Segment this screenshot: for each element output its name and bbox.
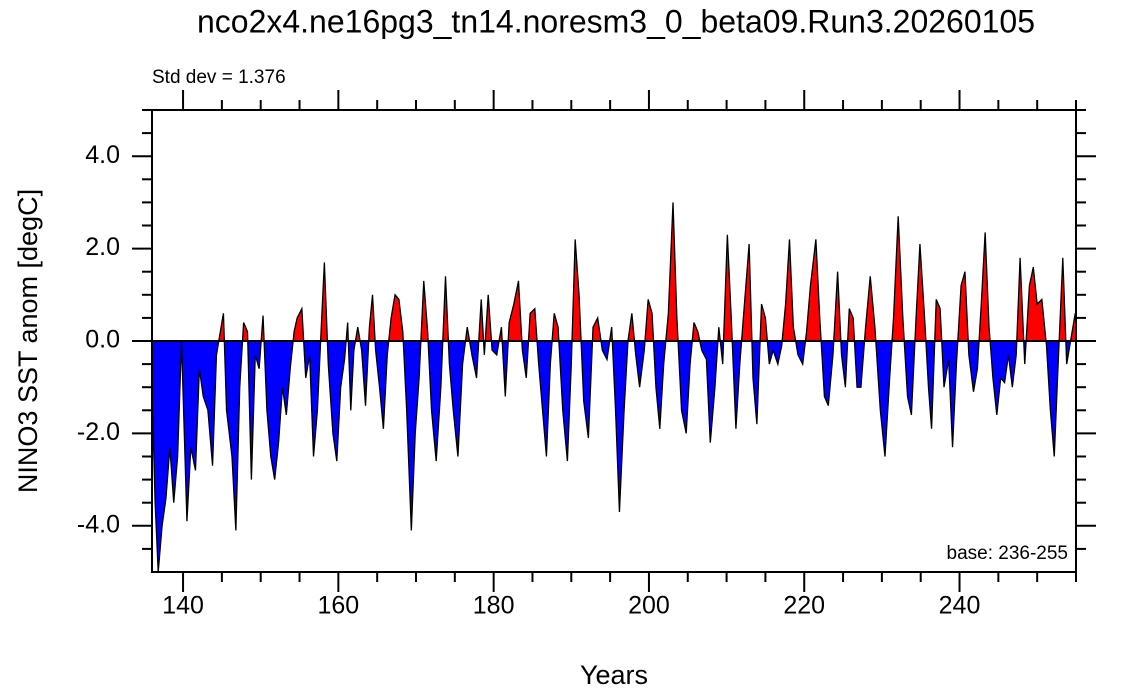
annotation: base: 236-255: [947, 543, 1069, 564]
y-tick-label: -2.0: [77, 418, 120, 446]
annotation: Std dev = 1.376: [152, 67, 286, 88]
positive-area: [152, 202, 1076, 341]
y-tick-label: 4.0: [85, 141, 120, 169]
x-tick-label: 200: [628, 592, 670, 620]
x-tick-label: 220: [783, 592, 825, 620]
x-tick-label: 140: [162, 592, 204, 620]
y-tick-label: 2.0: [85, 233, 120, 261]
chart-title: nco2x4.ne16pg3_tn14.noresm3_0_beta09.Run…: [197, 3, 1035, 39]
x-axis-label: Years: [580, 660, 648, 690]
y-tick-label: 0.0: [85, 326, 120, 354]
x-tick-label: 160: [317, 592, 359, 620]
y-tick-label: -4.0: [77, 510, 120, 538]
x-tick-label: 180: [473, 592, 515, 620]
series-line: [151, 202, 1076, 573]
negative-area: [152, 341, 1076, 572]
y-axis-label: NINO3 SST anom [degC]: [13, 189, 43, 493]
x-tick-label: 240: [939, 592, 981, 620]
